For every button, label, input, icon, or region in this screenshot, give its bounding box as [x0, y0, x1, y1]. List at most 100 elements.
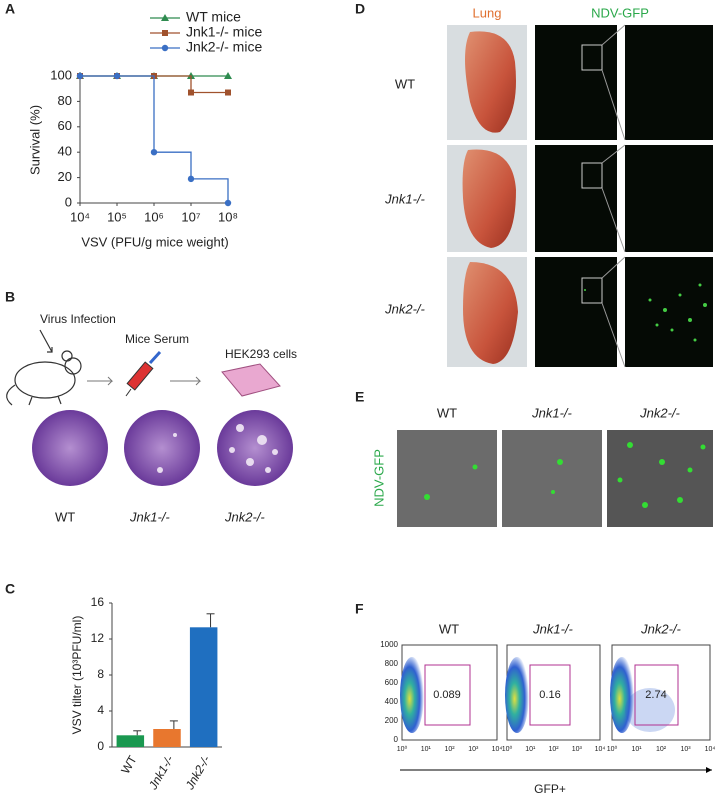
step-line [154, 151, 192, 179]
plaque-image [217, 410, 293, 486]
gate-value: 0.16 [539, 689, 560, 701]
y-tick-label: 4 [97, 703, 104, 717]
column-header: Jnk1-/- [532, 621, 573, 636]
legend-marker [161, 14, 169, 21]
legend-entry: Jnk1-/- mice [186, 24, 262, 40]
column-header: Jnk1-/- [531, 405, 572, 420]
x-axis-label: GFP+ [534, 782, 566, 796]
y-tick-label: 1000 [380, 640, 398, 649]
group-label: Jnk1-/- [129, 509, 170, 524]
marker [225, 89, 231, 96]
x-tick-label: 10⁸ [218, 209, 238, 224]
gfp-images [535, 25, 713, 367]
image-layout [6, 24, 713, 773]
step-line [117, 75, 155, 153]
marker [187, 175, 195, 183]
x-tick-label: 10⁴ [70, 209, 90, 224]
column-header: WT [437, 405, 457, 420]
marker [188, 89, 194, 96]
y-tick-label: 20 [58, 169, 72, 184]
step-label: HEK293 cells [225, 347, 297, 361]
legend-marker [162, 30, 168, 36]
mouse-icon [6, 329, 82, 406]
y-tick-label: 40 [58, 144, 72, 159]
y-tick-label: 0 [394, 735, 399, 744]
x-tick-label: 10¹ [421, 746, 432, 753]
step-label: Mice Serum [125, 332, 189, 346]
y-axis-label: Survival (%) [27, 105, 42, 175]
arrow-head [706, 767, 712, 773]
legend-marker [161, 44, 169, 52]
x-axis-label: VSV (PFU/g mice weight) [81, 234, 228, 249]
column-header: Jnk2-/- [640, 621, 681, 636]
panel-label: A [5, 1, 15, 17]
step-line [154, 75, 192, 93]
x-tick-label: 10³ [468, 746, 479, 753]
step-line [191, 178, 229, 203]
x-tick-label: WT [118, 753, 140, 777]
flow-plots [400, 644, 711, 741]
x-tick-label: 10⁵ [107, 209, 127, 224]
y-tick-label: 16 [91, 595, 105, 609]
marker [150, 149, 158, 156]
y-tick-label: 60 [58, 118, 72, 133]
column-header: Jnk2-/- [639, 405, 680, 420]
x-tick-label: 10⁰ [397, 745, 408, 753]
marker [76, 72, 84, 80]
row-label: Jnk2-/- [384, 301, 425, 316]
y-tick-label: 12 [91, 631, 105, 645]
x-tick-label: 10⁰ [607, 745, 618, 753]
x-tick-label: 10⁴ [492, 746, 503, 753]
y-tick-label: 200 [385, 716, 399, 725]
x-tick-label: 10⁰ [502, 745, 513, 753]
panel-label: F [355, 601, 364, 617]
side-label: NDV-GFP [371, 449, 386, 507]
x-tick-label: 10⁶ [144, 209, 164, 224]
x-tick-label: Jnk2-/- [182, 753, 213, 793]
x-tick-label: 10¹ [525, 746, 536, 753]
y-tick-label: 80 [58, 93, 72, 108]
syringe-icon [125, 350, 162, 397]
panel-label: C [5, 581, 15, 597]
row-label: Jnk1-/- [384, 191, 425, 206]
well-plate-icon [221, 363, 281, 397]
gate-value: 2.74 [645, 689, 666, 701]
microscopy-images [397, 430, 713, 527]
bar [116, 735, 145, 747]
y-tick-label: 8 [97, 667, 104, 681]
panel-label: D [355, 1, 365, 17]
column-header: WT [439, 621, 459, 636]
plaque-image [124, 410, 200, 486]
legend-entry: Jnk2-/- mice [186, 39, 262, 55]
group-label: Jnk2-/- [224, 509, 265, 524]
arrow [87, 376, 202, 386]
gate-value: 0.089 [433, 689, 461, 701]
y-tick-label: 400 [385, 697, 399, 706]
y-tick-label: 600 [385, 678, 399, 687]
group-label: WT [55, 509, 75, 524]
panel-label: E [355, 389, 364, 405]
panel-label: B [5, 289, 15, 305]
legend-entry: WT mice [186, 9, 241, 25]
x-tick-label: 10² [656, 746, 667, 753]
x-tick-label: 10⁴ [705, 746, 716, 753]
column-header: NDV-GFP [591, 5, 649, 20]
x-tick-label: 10⁷ [181, 209, 200, 224]
marker [224, 72, 232, 79]
y-tick-label: 0 [97, 739, 104, 753]
x-tick-label: 10² [444, 746, 455, 753]
step-label: Virus Infection [40, 312, 116, 326]
x-tick-label: Jnk1-/- [145, 753, 176, 793]
x-tick-label: 10¹ [631, 746, 642, 753]
x-tick-label: 10⁴ [595, 746, 606, 753]
gfp-signal [584, 283, 707, 342]
x-tick-label: 10² [548, 746, 559, 753]
y-tick-label: 100 [50, 67, 72, 82]
plaques [157, 424, 278, 473]
y-tick-label: 800 [385, 659, 399, 668]
plaque-image [32, 410, 108, 486]
row-label: WT [395, 76, 415, 91]
inset-boxes [581, 24, 626, 368]
marker [224, 199, 232, 207]
